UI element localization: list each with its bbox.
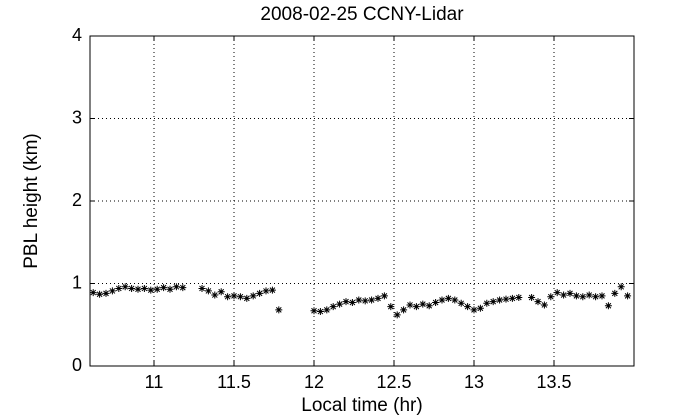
data-point <box>540 301 548 309</box>
data-point <box>160 284 168 292</box>
chart-title: 2008-02-25 CCNY-Lidar <box>260 4 464 25</box>
data-point <box>348 298 356 306</box>
data-point <box>425 302 433 310</box>
data-point <box>249 292 257 300</box>
data-point <box>374 294 382 302</box>
data-point <box>451 296 459 304</box>
data-point <box>355 296 363 304</box>
y-tick-label: 0 <box>72 355 82 375</box>
data-point <box>310 307 318 315</box>
data-point <box>470 306 478 314</box>
data-point <box>172 283 180 291</box>
x-tick-label: 12.5 <box>376 372 411 392</box>
data-point <box>489 298 497 306</box>
y-tick-label: 4 <box>72 25 82 45</box>
data-point <box>323 306 331 314</box>
data-point <box>547 293 555 301</box>
data-point <box>496 296 504 304</box>
data-point <box>262 287 270 295</box>
data-point <box>147 286 155 294</box>
x-tick-label: 13.5 <box>536 372 571 392</box>
data-point <box>342 298 350 306</box>
data-point <box>134 285 142 293</box>
data-point <box>412 303 420 311</box>
x-axis-label: Local time (hr) <box>301 395 422 416</box>
data-point <box>268 286 276 294</box>
data-point <box>102 289 110 297</box>
data-point <box>464 303 472 311</box>
data-point <box>553 289 561 297</box>
data-point <box>89 289 97 297</box>
data-point <box>329 303 337 311</box>
data-point <box>406 301 414 309</box>
y-tick-label: 1 <box>72 272 82 292</box>
data-point <box>572 292 580 300</box>
data-point <box>438 296 446 304</box>
data-point <box>361 297 369 305</box>
data-point <box>617 283 625 291</box>
data-point <box>387 303 395 311</box>
data-point <box>624 292 632 300</box>
data-point <box>598 292 606 300</box>
data-point <box>256 289 264 297</box>
data-point <box>566 289 574 297</box>
data-point <box>534 298 542 306</box>
data-point <box>528 294 536 302</box>
data-point <box>140 284 148 292</box>
data-point <box>179 284 187 292</box>
data-point <box>560 291 568 299</box>
data-point <box>128 284 136 292</box>
data-point <box>211 291 219 299</box>
data-point <box>515 294 523 302</box>
data-point <box>380 292 388 300</box>
data-point <box>236 293 244 301</box>
x-tick-label: 11.5 <box>217 372 251 392</box>
data-point <box>224 293 232 301</box>
data-point <box>579 293 587 301</box>
data-point <box>508 294 516 302</box>
data-point <box>611 289 619 297</box>
data-point <box>204 287 212 295</box>
data-point <box>153 285 161 293</box>
data-point <box>444 294 452 302</box>
data-point <box>502 295 510 303</box>
data-point <box>230 292 238 300</box>
data-point <box>243 294 251 302</box>
y-axis-label: PBL height (km) <box>21 133 42 269</box>
data-point <box>592 293 600 301</box>
data-point <box>166 285 174 293</box>
data-point <box>96 290 104 298</box>
x-tick-label: 12 <box>304 372 324 392</box>
x-tick-label: 13 <box>464 372 484 392</box>
data-point <box>483 299 491 307</box>
y-tick-label: 3 <box>72 107 82 127</box>
data-point <box>115 284 123 292</box>
data-point <box>393 311 401 319</box>
data-point <box>108 287 116 295</box>
data-point <box>419 300 427 308</box>
axes-box <box>89 35 635 367</box>
data-point <box>585 291 593 299</box>
data-point <box>198 284 206 292</box>
data-point <box>476 304 484 312</box>
data-point <box>316 308 324 316</box>
data-point <box>604 302 612 310</box>
data-point <box>432 298 440 306</box>
y-tick-label: 2 <box>72 190 82 210</box>
data-point <box>217 288 225 296</box>
data-point <box>457 299 465 307</box>
data-point <box>400 306 408 314</box>
data-point <box>368 296 376 304</box>
data-point <box>121 283 129 291</box>
data-point <box>336 300 344 308</box>
x-tick-label: 11 <box>145 372 164 392</box>
data-point <box>275 306 283 314</box>
